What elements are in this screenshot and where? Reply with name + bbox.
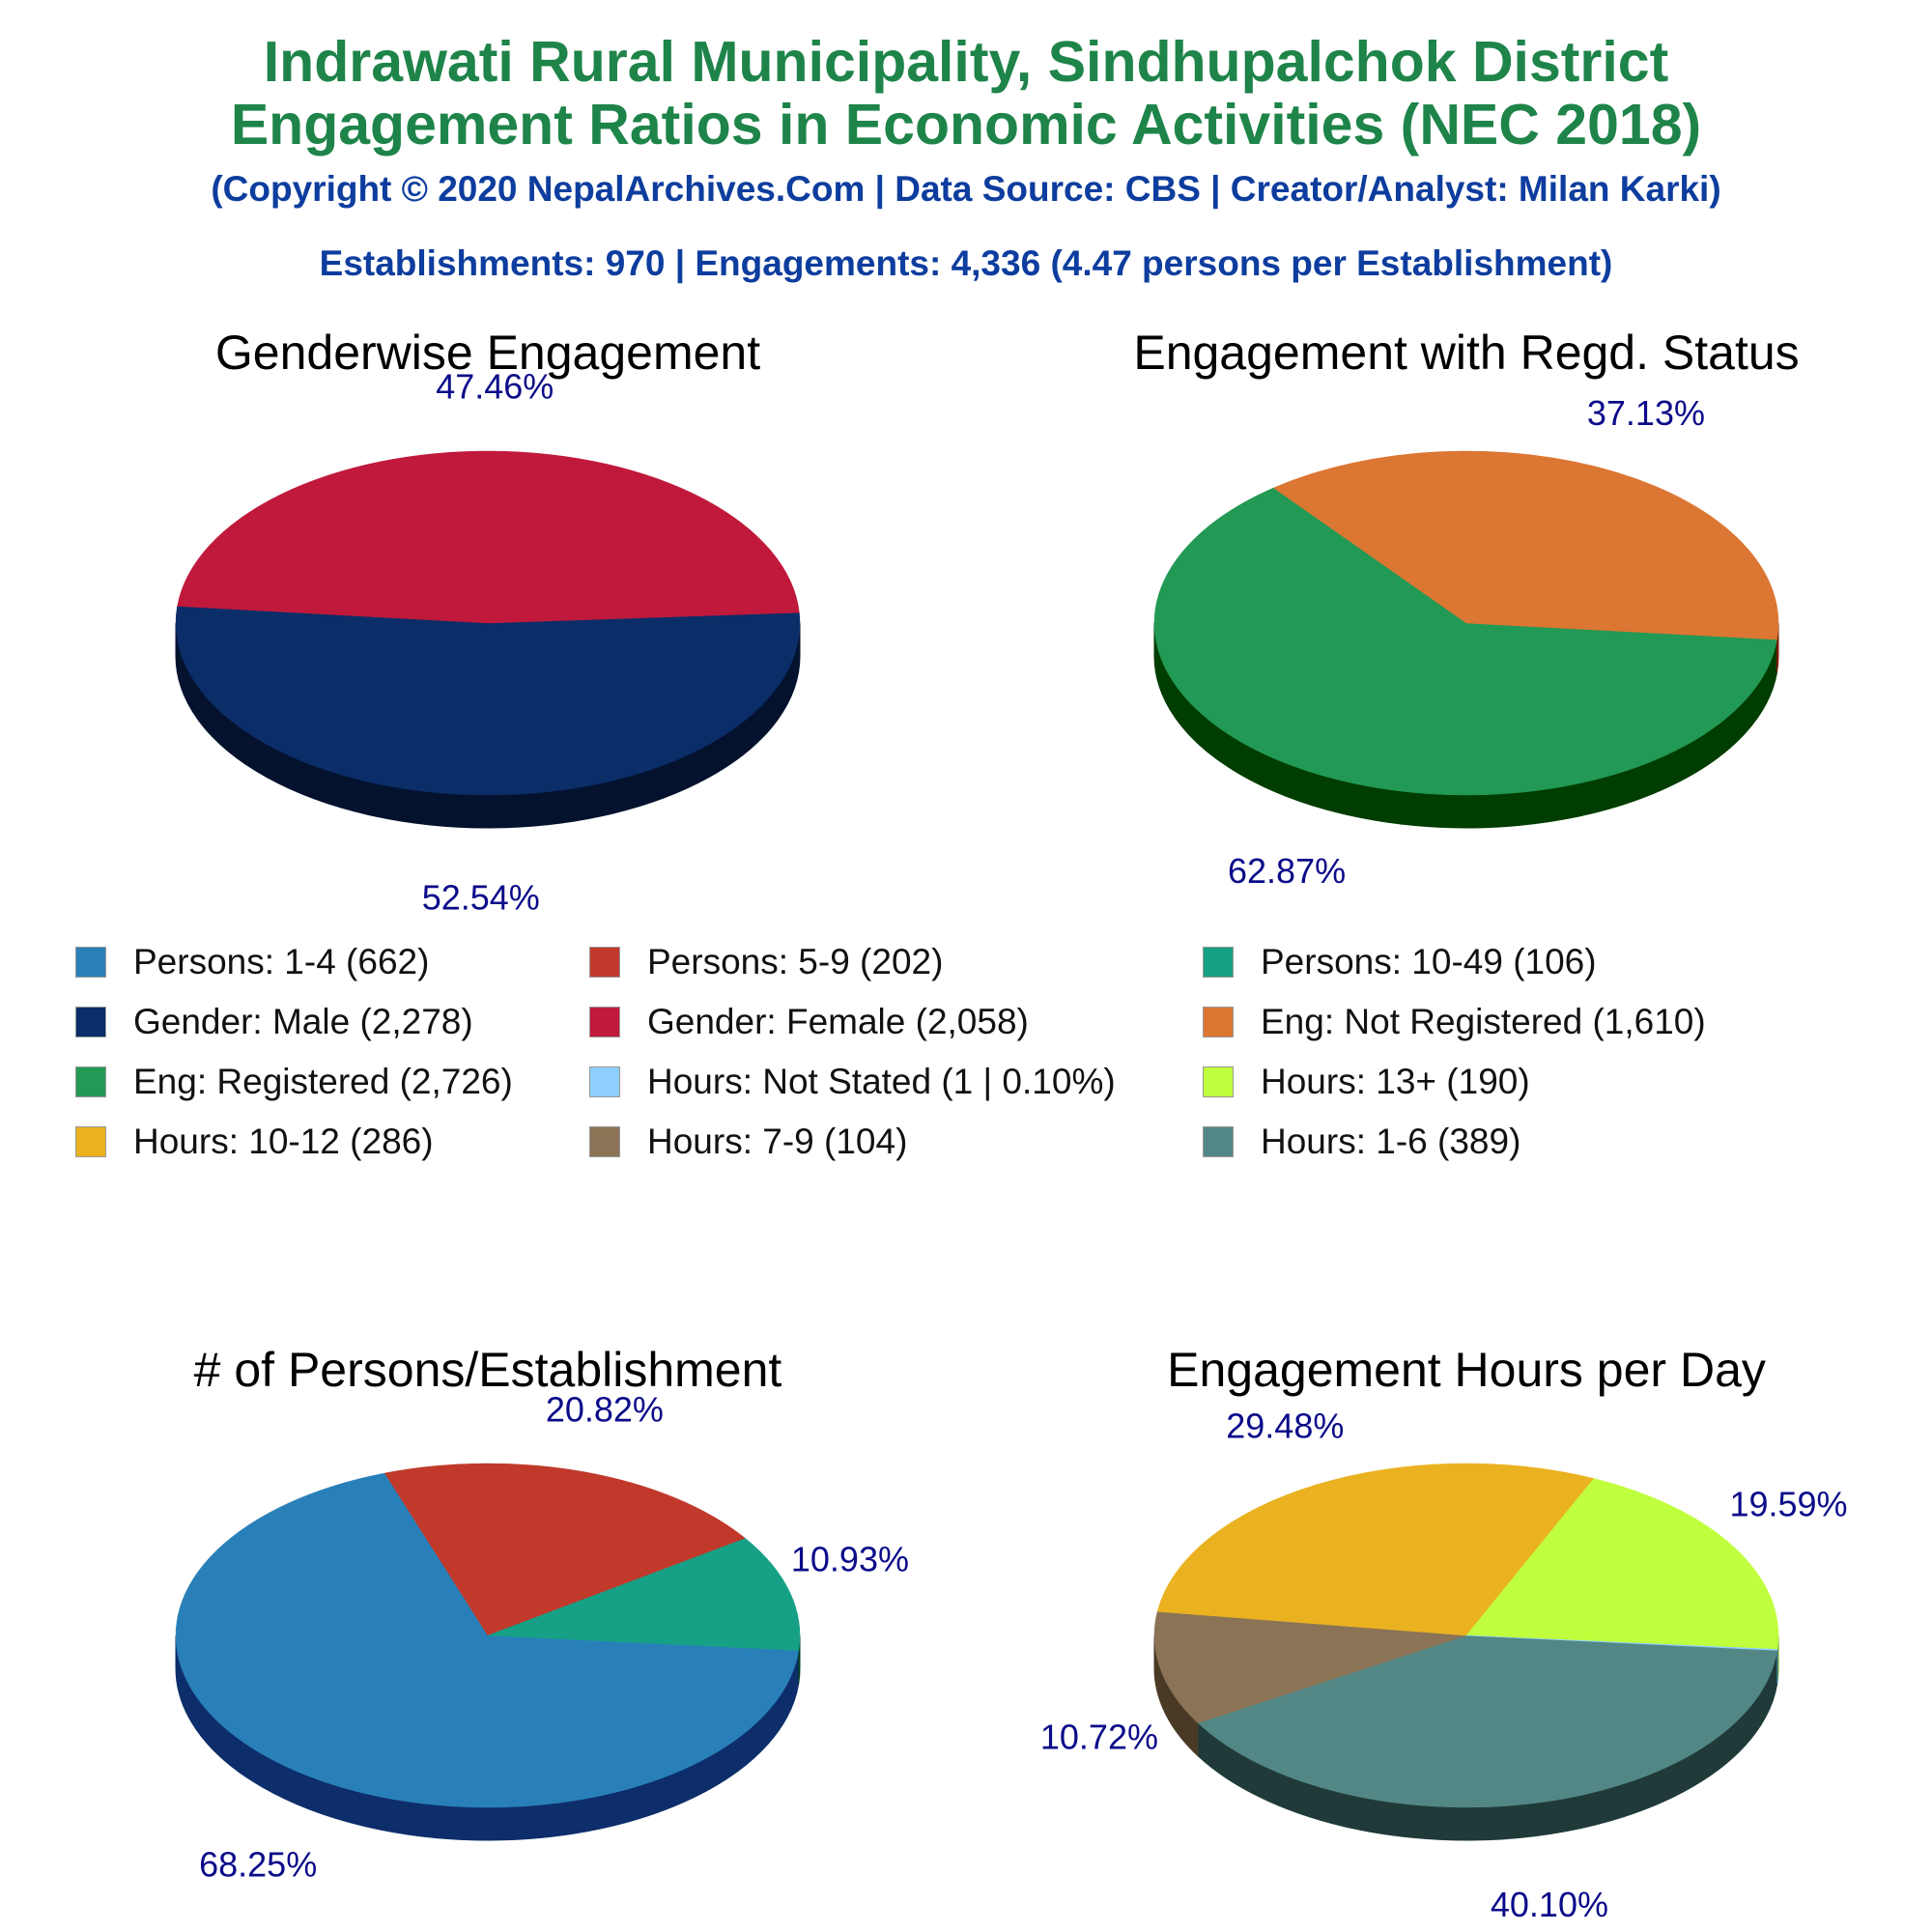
pie-slice	[1197, 1634, 1778, 1808]
pie-slice-label: 47.46%	[436, 367, 554, 407]
pie-slice-label: 29.48%	[1226, 1406, 1344, 1445]
pie-slice	[1272, 450, 1779, 640]
pie-slice	[384, 1463, 747, 1636]
hours-pie: Engagement Hours per Day 40.10% 10.72% 29.4…	[1040, 1343, 1848, 1924]
pie-slice	[487, 1538, 801, 1651]
pie-slice-label: 10.93%	[791, 1540, 909, 1579]
pie-slice-label: 19.59%	[1729, 1485, 1847, 1524]
pie-slice-label: 52.54%	[422, 877, 540, 917]
pie-slice	[175, 1472, 800, 1808]
copyright-line: (Copyright © 2020 NepalArchives.Com | Da…	[211, 169, 1721, 209]
pie-slice	[1153, 1611, 1467, 1723]
summary-line: Establishments: 970 | Engagements: 4,336…	[319, 243, 1613, 283]
pie-title: Engagement with Regd. Status	[1133, 326, 1799, 380]
pie-slice	[177, 450, 800, 624]
pie-slice-label: 40.10%	[1491, 1885, 1608, 1924]
pie-title: Genderwise Engagement	[215, 326, 760, 380]
pie-slice-label: 68.25%	[199, 1845, 317, 1885]
persons-pie: # of Persons/Establishment 68.25% 20.82% 10…	[175, 1343, 909, 1885]
pie-slice-label: 10.72%	[1040, 1718, 1158, 1757]
pie-title: # of Persons/Establishment	[194, 1343, 782, 1397]
registration-pie: Engagement with Regd. Status 62.87% 37.13%	[1133, 326, 1799, 891]
pie-slice	[1153, 487, 1777, 796]
chart-title-line2: Engagement Ratios in Economic Activities…	[230, 93, 1702, 156]
pie-slice-label: 62.87%	[1228, 851, 1346, 891]
pie-slice	[175, 606, 801, 796]
chart-title-line1: Indrawati Rural Municipality, Sindhupalc…	[263, 30, 1669, 94]
pie-slice	[1465, 1478, 1779, 1650]
pie-slice-label: 37.13%	[1587, 393, 1705, 433]
pie-slice-label: 20.82%	[546, 1390, 664, 1430]
pie-slice	[1465, 1634, 1778, 1651]
gender-pie: Genderwise Engagement 52.54% 47.46%	[175, 326, 801, 917]
pie-slice	[1156, 1463, 1595, 1636]
pie-title: Engagement Hours per Day	[1167, 1343, 1766, 1397]
